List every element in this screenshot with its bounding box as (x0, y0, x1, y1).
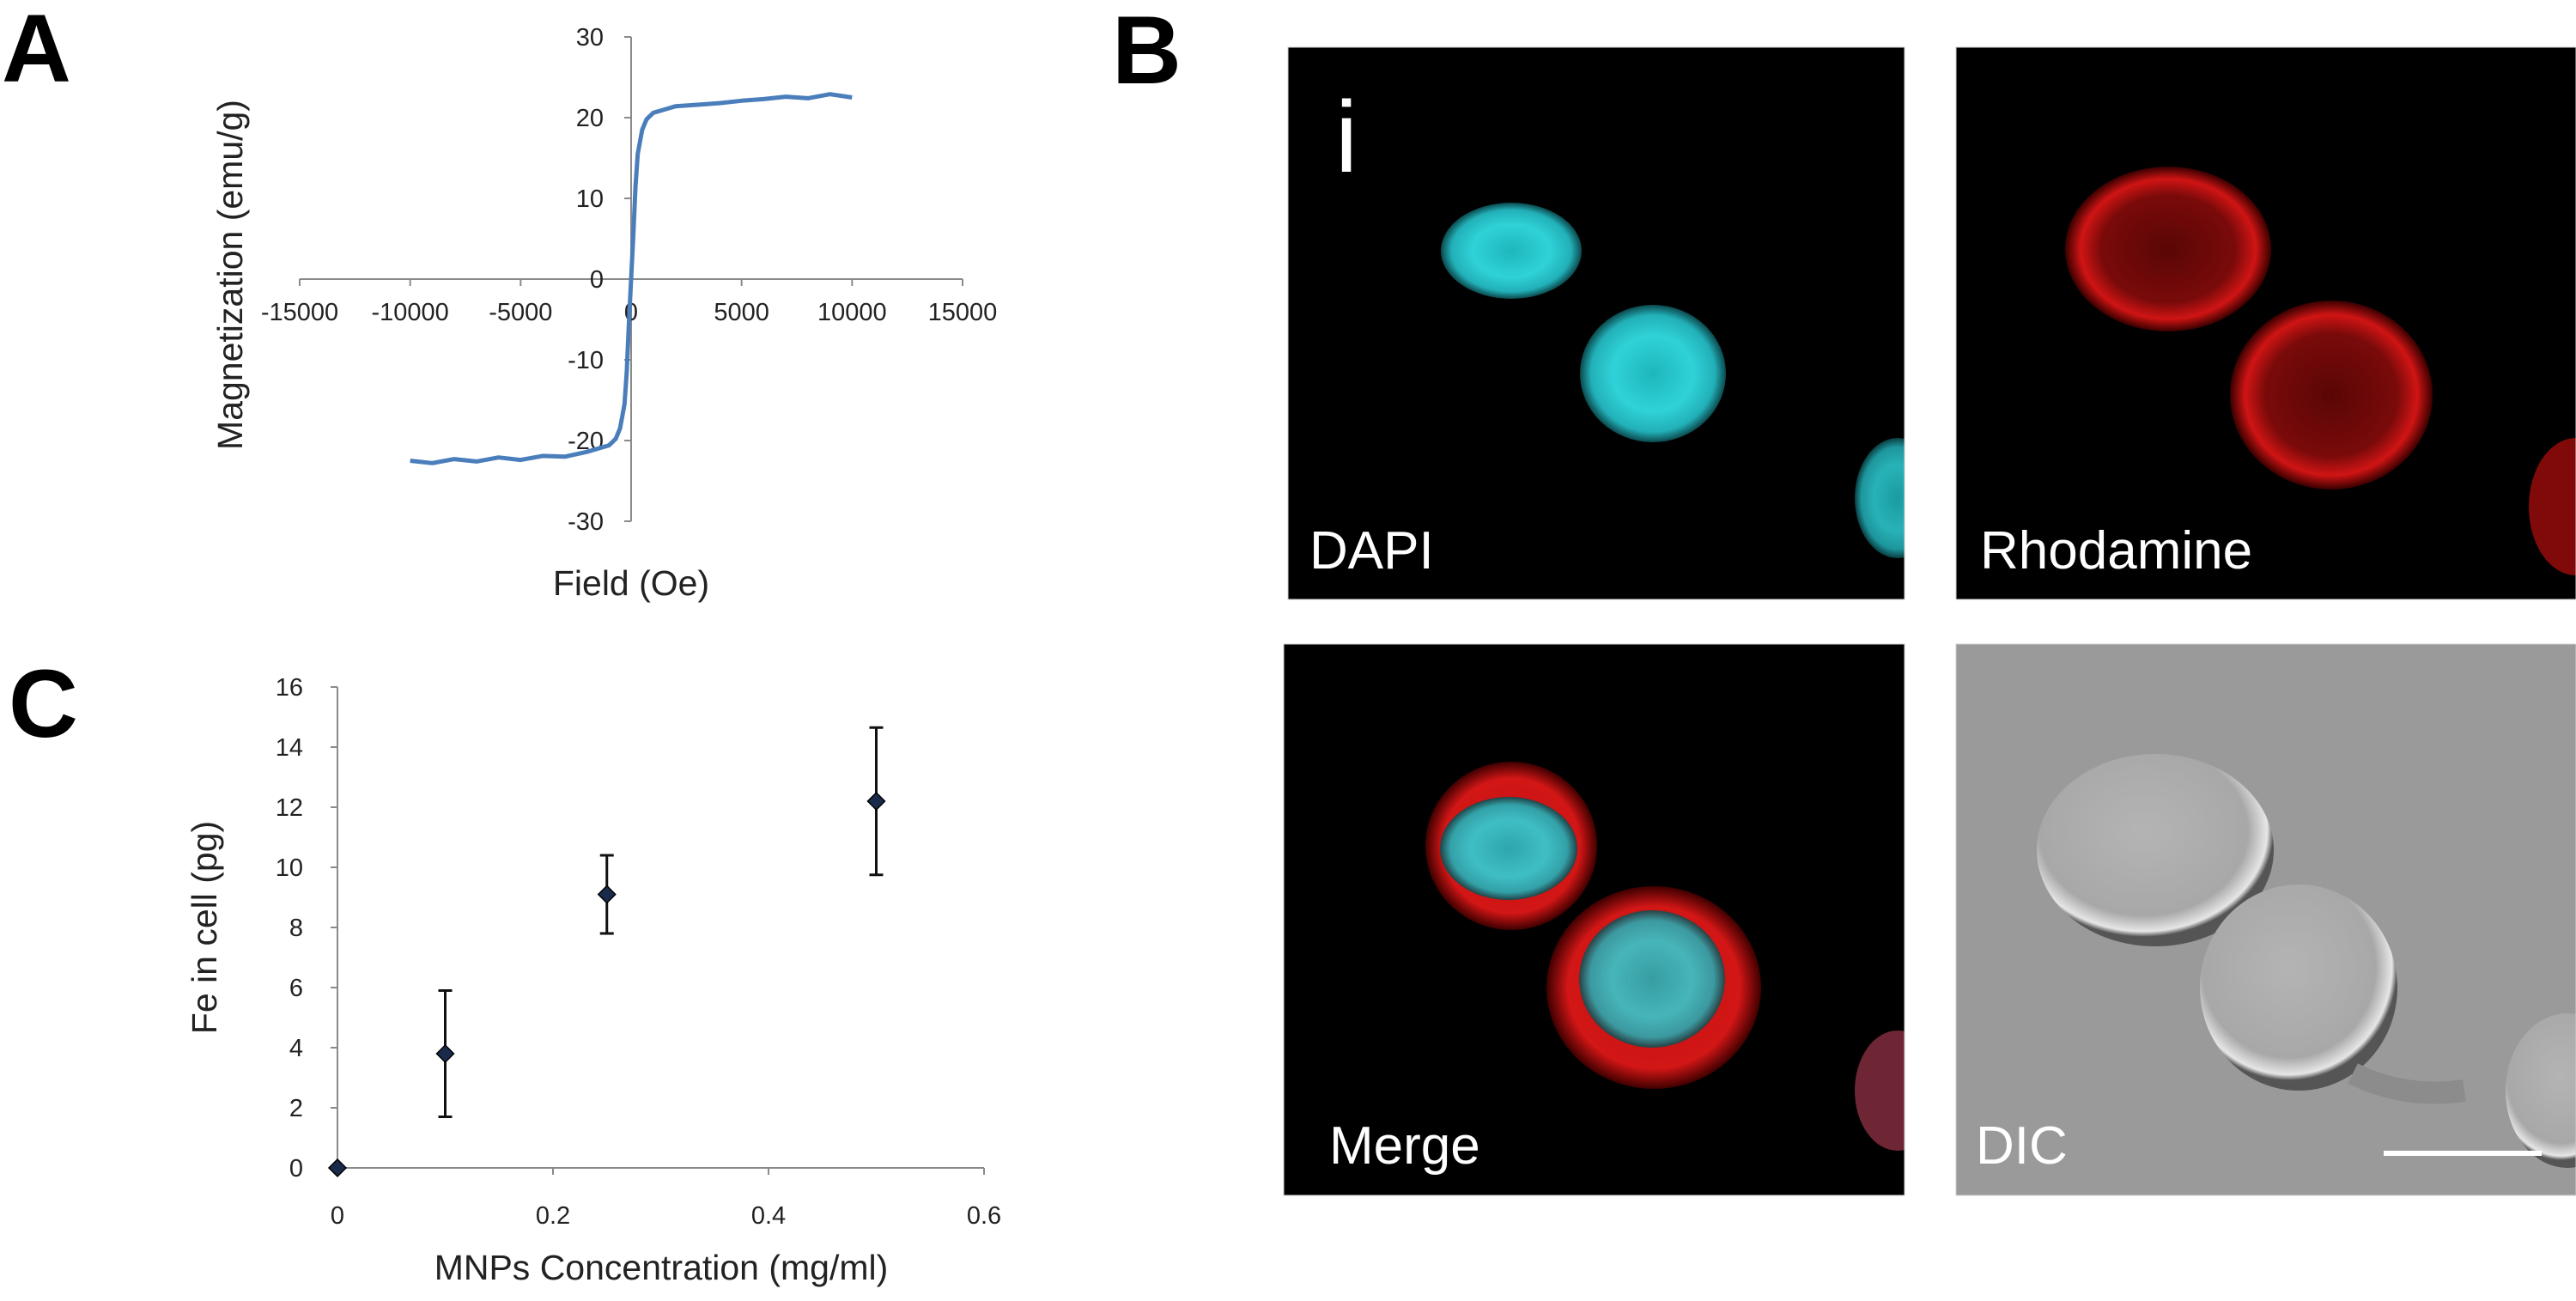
rhodamine-cell (2065, 167, 2271, 331)
rhodamine-cell (2230, 301, 2433, 489)
merge-micrograph: Merge (1284, 644, 1905, 1195)
y-tick-label: 20 (576, 105, 604, 132)
dapi-background (1288, 47, 1905, 599)
y-tick-label: 30 (576, 24, 604, 52)
x-tick-label: 5000 (714, 299, 769, 326)
dapi-label: DAPI (1309, 521, 1434, 581)
x-tick-labels: -15000 -10000 -5000 0 5000 10000 15000 (261, 279, 997, 326)
merge-nucleus (1579, 910, 1725, 1048)
panel-letter-a: A (2, 0, 71, 102)
merge-label: Merge (1329, 1116, 1480, 1176)
dic-frame (1955, 643, 2576, 1196)
y-tick-label: 4 (289, 1035, 303, 1062)
dapi-nucleus (1855, 438, 1905, 558)
y-tick-labels: 16 14 12 10 8 6 4 2 0 (276, 674, 303, 1182)
y-tick-label: 14 (276, 734, 303, 762)
dic-cell-tether (2348, 1063, 2466, 1104)
dapi-nucleus (1580, 305, 1726, 442)
x-tick-label: -5000 (489, 299, 552, 326)
iron-uptake-chart: 0 0.2 0.4 0.6 16 14 12 10 8 6 4 2 0 MNPs Concentrat… (185, 674, 1001, 1287)
x-axis-label: MNPs Concentration (mg/ml) (434, 1248, 889, 1287)
dic-cell (2506, 1013, 2576, 1168)
y-tick-label: 16 (276, 674, 303, 702)
y-tick-label: 0 (590, 266, 604, 294)
dapi-nucleus (1441, 203, 1582, 299)
dapi-frame (1287, 46, 1905, 600)
axis-tick-marks (331, 686, 985, 1175)
x-tick-label: 0.2 (536, 1202, 570, 1230)
y-tick-label: 8 (289, 915, 303, 942)
y-axis-label: Fe in cell (pg) (185, 821, 224, 1034)
dic-label: DIC (1976, 1116, 2068, 1176)
data-point-diamond (435, 1043, 455, 1064)
x-tick-label: 15000 (928, 299, 998, 326)
merge-frame (1283, 643, 1905, 1196)
dic-cell (2200, 885, 2397, 1091)
panel-marker: i (1335, 81, 1358, 194)
magnetization-chart: -15000 -10000 -5000 0 5000 10000 15000 3020100… (210, 24, 997, 603)
data-point-diamond (597, 885, 617, 904)
y-tick-label: 10 (576, 185, 604, 213)
x-tick-label: -10000 (372, 299, 449, 326)
merge-cell (1855, 1030, 1905, 1151)
merge-nucleus (1440, 797, 1577, 900)
rhodamine-cell (2529, 438, 2576, 575)
y-tick-label: 0 (289, 1155, 303, 1182)
y-tick-label: 6 (289, 975, 303, 1002)
x-tick-labels: 0 0.2 0.4 0.6 (331, 1202, 1001, 1230)
x-tick-label: -15000 (261, 299, 338, 326)
rhodamine-micrograph: Rhodamine (1956, 47, 2576, 599)
dic-micrograph: DIC (1956, 644, 2576, 1195)
rhodamine-frame (1955, 46, 2576, 600)
magnetization-series-line (410, 92, 853, 465)
data-point-diamond (327, 1158, 348, 1178)
data-point-diamond (866, 791, 886, 812)
rhodamine-label: Rhodamine (1980, 521, 2252, 581)
x-tick-label: 10000 (817, 299, 887, 326)
y-tick-label: -30 (568, 508, 604, 536)
panel-letter-c: C (9, 650, 78, 757)
y-tick-label: 10 (276, 854, 303, 882)
y-tick-label: 2 (289, 1095, 303, 1122)
data-points (327, 726, 886, 1178)
x-tick-label: 0 (331, 1202, 344, 1230)
x-tick-label: 0.4 (751, 1202, 786, 1230)
y-axis-label: Magnetization (emu/g) (210, 100, 250, 450)
x-tick-label: 0.6 (967, 1202, 1001, 1230)
panel-letter-b: B (1112, 0, 1182, 104)
dapi-micrograph: i DAPI (1288, 47, 1905, 599)
x-axis-label: Field (Oe) (553, 563, 709, 603)
y-tick-label: 12 (276, 794, 303, 822)
dic-cell (2037, 754, 2274, 946)
y-tick-label: -10 (568, 347, 604, 374)
